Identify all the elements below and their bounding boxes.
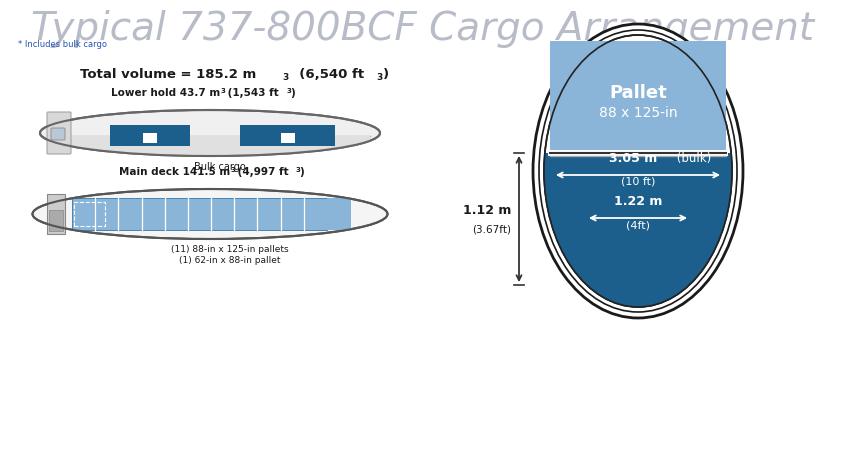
- Text: (4,997 ft: (4,997 ft: [234, 167, 289, 177]
- Bar: [240, 125, 335, 146]
- Text: 1.12 m: 1.12 m: [462, 205, 511, 218]
- Text: (4ft): (4ft): [626, 220, 650, 230]
- Bar: [548, 150, 728, 156]
- Text: Typical 737-800BCF Cargo Arrangement: Typical 737-800BCF Cargo Arrangement: [31, 10, 815, 48]
- FancyBboxPatch shape: [47, 112, 71, 154]
- Text: 3: 3: [282, 73, 288, 82]
- Bar: [143, 132, 157, 142]
- Text: 3.05 m: 3.05 m: [609, 152, 657, 165]
- Text: Main deck 141.5 m: Main deck 141.5 m: [119, 167, 230, 177]
- Text: (1) 62-in x 88-in pallet: (1) 62-in x 88-in pallet: [180, 256, 280, 265]
- Text: 1.22 m: 1.22 m: [614, 195, 662, 208]
- Text: ): ): [290, 88, 295, 98]
- Text: Bulk cargo: Bulk cargo: [194, 162, 246, 172]
- Text: (11) 88-in x 125-in pallets: (11) 88-in x 125-in pallets: [171, 245, 289, 254]
- Text: 3: 3: [231, 167, 235, 173]
- Text: 88 x 125-in: 88 x 125-in: [599, 106, 678, 120]
- Ellipse shape: [544, 35, 732, 307]
- Bar: [48, 210, 63, 231]
- Bar: [47, 194, 64, 234]
- Ellipse shape: [32, 189, 387, 239]
- Text: (10 ft): (10 ft): [621, 177, 656, 187]
- Text: (bulk): (bulk): [673, 152, 711, 165]
- Text: ): ): [299, 167, 304, 177]
- FancyBboxPatch shape: [51, 128, 65, 140]
- Text: 3: 3: [296, 167, 301, 173]
- Text: (1,543 ft: (1,543 ft: [224, 88, 279, 98]
- Text: ): ): [383, 68, 389, 81]
- Text: * Includes bulk cargo: * Includes bulk cargo: [18, 40, 107, 49]
- Bar: [550, 41, 726, 153]
- Bar: [542, 153, 734, 307]
- Bar: [327, 198, 351, 230]
- Text: 3: 3: [287, 88, 292, 94]
- Bar: [110, 125, 190, 146]
- Text: Total volume = 185.2 m: Total volume = 185.2 m: [80, 68, 257, 81]
- Ellipse shape: [539, 30, 737, 312]
- Text: Lower hold 43.7 m: Lower hold 43.7 m: [111, 88, 220, 98]
- Bar: [72, 198, 327, 230]
- Text: 3: 3: [376, 73, 382, 82]
- Bar: [280, 132, 295, 142]
- Bar: [74, 202, 105, 226]
- Ellipse shape: [40, 110, 380, 156]
- Bar: [70, 136, 370, 155]
- Text: (6,540 ft: (6,540 ft: [290, 68, 364, 81]
- Text: Pallet: Pallet: [609, 84, 667, 102]
- Text: 3: 3: [221, 88, 226, 94]
- Ellipse shape: [533, 24, 743, 318]
- Text: (3.67ft): (3.67ft): [472, 224, 511, 234]
